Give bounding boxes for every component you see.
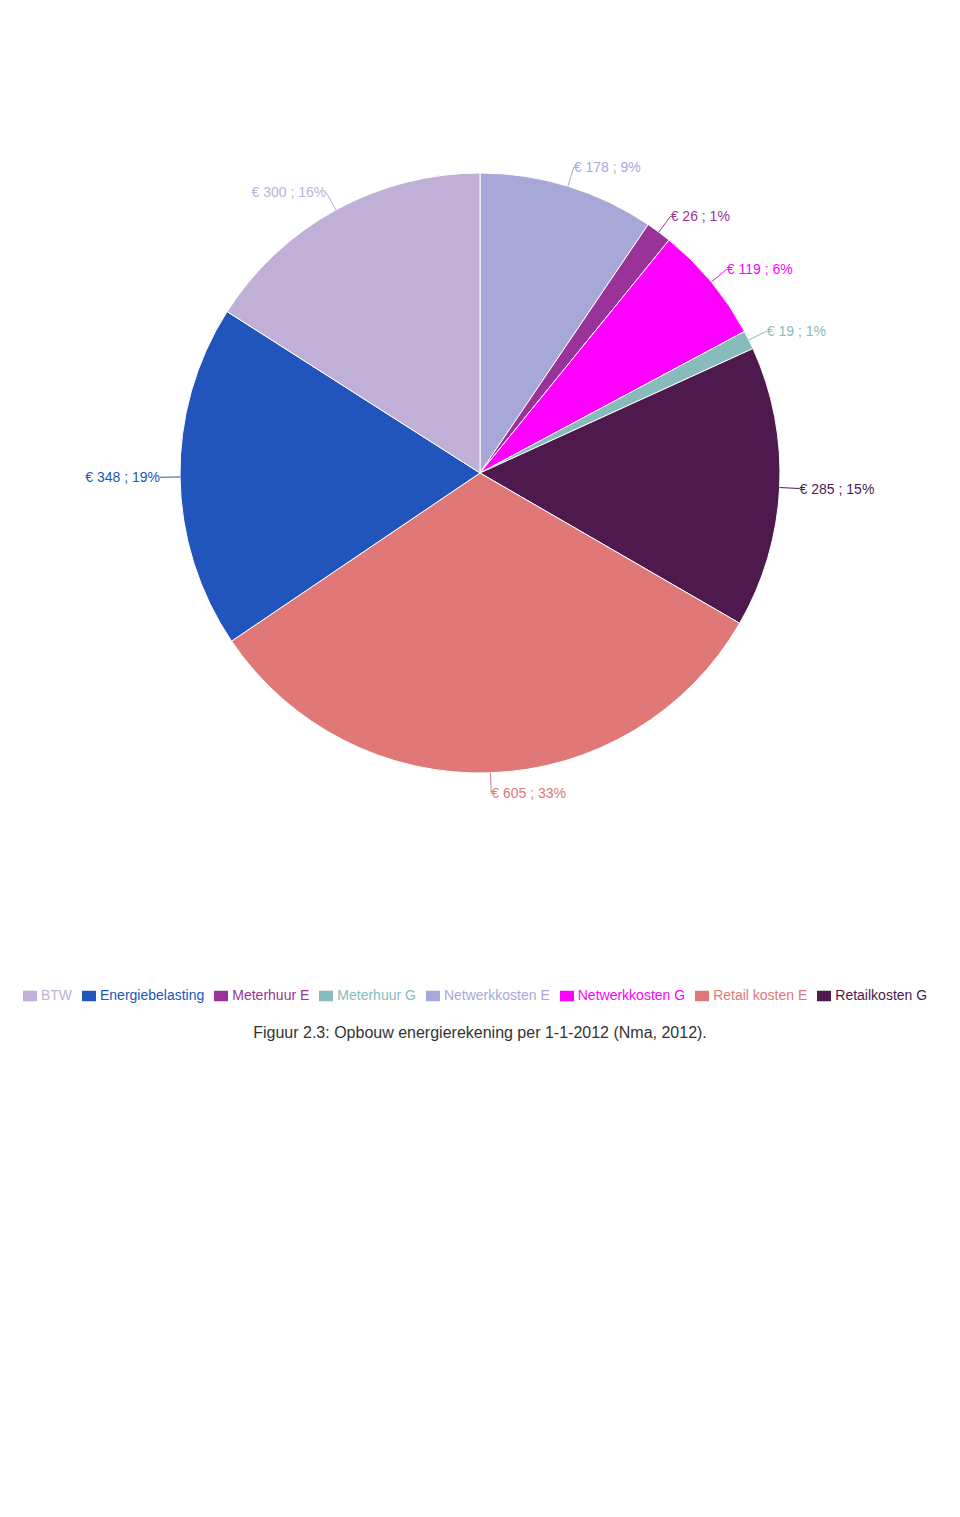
html-text:BTW: BTW (40, 986, 72, 1003)
svg-text:€ 19 ; 1%: € 19 ; 1% (767, 323, 826, 339)
svg-text:€ 300 ; 16%: € 300 ; 16% (251, 184, 326, 200)
html-text:Figuur 2.3: Opbouw energiereke: Figuur 2.3: Opbouw energierekening per 1… (253, 1024, 707, 1041)
svg-text:€ 119 ; 6%: € 119 ; 6% (727, 261, 793, 277)
html-text:Retail kosten E: Retail kosten E (713, 986, 808, 1003)
html-text:Meterhuur E: Meterhuur E (232, 986, 310, 1003)
svg-text:€ 605 ; 33%: € 605 ; 33% (491, 785, 566, 801)
svg-text:€ 285 ; 15%: € 285 ; 15% (800, 481, 875, 497)
svg-text:€ 348 ; 19%: € 348 ; 19% (85, 469, 160, 485)
html-text:Netwerkkosten G: Netwerkkosten G (577, 986, 686, 1003)
html-text:Energiebelasting: Energiebelasting (100, 986, 205, 1003)
svg-text:€ 178 ; 9%: € 178 ; 9% (574, 159, 641, 175)
html-text:Retailkosten G: Retailkosten G (835, 986, 928, 1003)
html-text:Netwerkkosten E: Netwerkkosten E (443, 986, 550, 1003)
html-text:Meterhuur G: Meterhuur G (337, 986, 416, 1003)
svg-text:€ 26 ; 1%: € 26 ; 1% (671, 208, 730, 224)
